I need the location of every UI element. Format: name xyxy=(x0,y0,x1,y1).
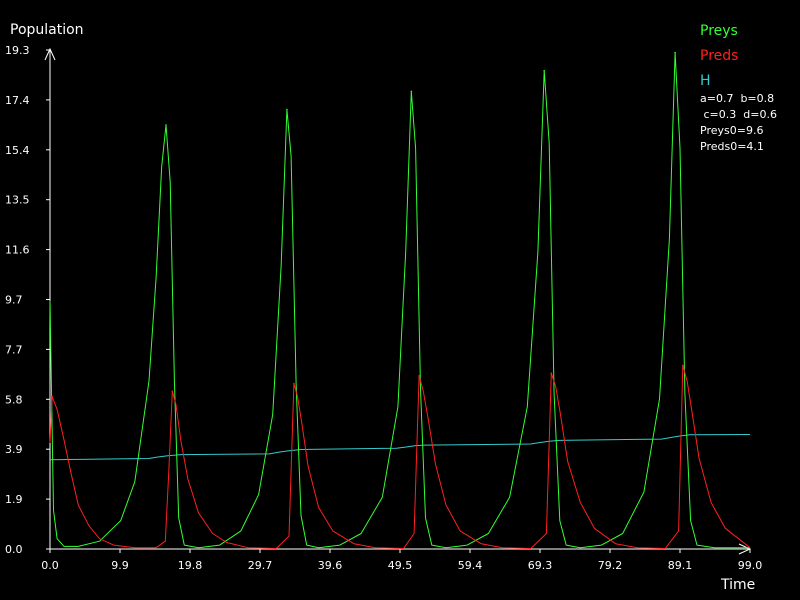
y-tick-label: 0.0 xyxy=(5,543,23,556)
y-tick-label: 11.6 xyxy=(5,244,30,257)
preys-peak-point xyxy=(286,108,288,111)
legend-h: H xyxy=(700,73,711,89)
y-tick-label: 15.4 xyxy=(5,144,30,157)
y-axis-arrow xyxy=(44,47,56,61)
legend-preys: Preys xyxy=(700,23,738,39)
x-tick-label: 29.7 xyxy=(248,559,273,572)
axes xyxy=(44,47,752,555)
x-tick-label: 79.2 xyxy=(598,559,623,572)
param-preys0: Preys0=9.6 xyxy=(700,124,763,137)
param-cd: c=0.3 d=0.6 xyxy=(700,108,777,121)
y-tick-label: 19.3 xyxy=(5,44,30,57)
preys-peak-point xyxy=(674,51,676,54)
param-ab: a=0.7 b=0.8 xyxy=(700,92,774,105)
preys-peak-point xyxy=(410,90,413,93)
preds-peak-point xyxy=(550,372,553,375)
preys-line xyxy=(49,52,750,549)
y-axis-label: Population xyxy=(10,22,84,38)
y-tick-label: 13.5 xyxy=(5,194,30,207)
x-tick-label: 59.4 xyxy=(458,559,483,572)
x-tick-label: 99.0 xyxy=(738,559,763,572)
x-tick-label: 89.1 xyxy=(668,559,693,572)
y-tick-label: 17.4 xyxy=(5,94,30,107)
legend: Preys Preds H a=0.7 b=0.8 c=0.3 d=0.6 Pr… xyxy=(700,23,777,153)
legend-preds: Preds xyxy=(700,48,738,64)
series-lines xyxy=(49,51,751,549)
tick-labels: 0.0 9.9 19.8 29.7 39.6 49.5 59.4 69.3 79.2 89.1 99… xyxy=(5,44,762,572)
preys-peak-point xyxy=(543,69,545,72)
preys-peak-point xyxy=(165,124,167,126)
preds-line xyxy=(49,364,751,549)
y-tick-label: 5.8 xyxy=(5,393,23,406)
preds-peak-point xyxy=(51,395,53,398)
x-tick-label: 0.0 xyxy=(41,559,59,572)
x-tick-label: 9.9 xyxy=(111,559,129,572)
y-tick-label: 9.7 xyxy=(5,294,23,307)
x-axis-label: Time xyxy=(720,577,755,593)
preds-peak-point xyxy=(171,390,174,393)
x-tick-label: 39.6 xyxy=(318,559,343,572)
param-preds0: Preds0=4.1 xyxy=(700,140,764,153)
x-tick-label: 69.3 xyxy=(528,559,553,572)
x-tick-label: 49.5 xyxy=(388,559,413,572)
preds-peak-point xyxy=(293,382,295,385)
h-line xyxy=(49,434,751,461)
y-tick-label: 7.7 xyxy=(5,343,23,356)
preds-peak-point xyxy=(418,375,420,377)
preds-peak-point xyxy=(682,364,684,367)
x-tick-label: 19.8 xyxy=(178,559,203,572)
y-tick-label: 1.9 xyxy=(5,493,23,506)
y-tick-label: 3.9 xyxy=(5,443,23,456)
